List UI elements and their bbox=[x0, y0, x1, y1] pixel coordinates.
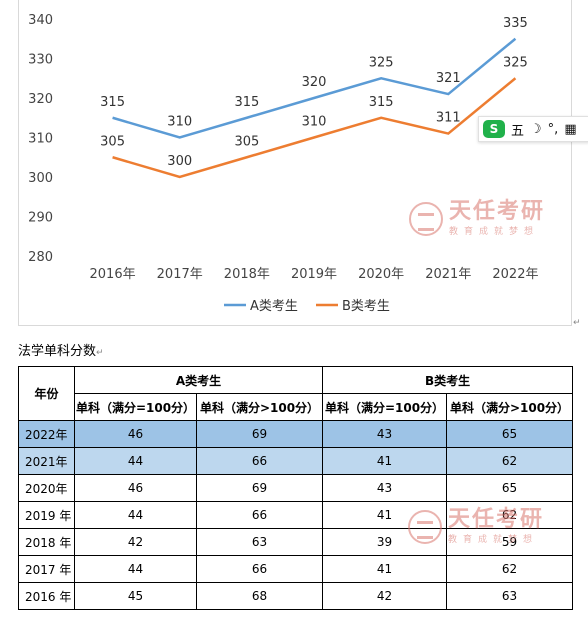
data-label: 311 bbox=[436, 111, 461, 126]
x-tick-label: 2019年 bbox=[291, 267, 337, 282]
watermark-logo: 天任考研 教育成就梦想 bbox=[408, 508, 544, 545]
y-tick-label: 280 bbox=[28, 250, 53, 265]
score-cell: 62 bbox=[446, 447, 574, 475]
score-cell: 66 bbox=[195, 555, 324, 583]
year-cell: 2019 年 bbox=[18, 501, 75, 529]
data-label: 315 bbox=[234, 95, 259, 110]
data-label: 305 bbox=[100, 134, 125, 149]
legend-label: A类考生 bbox=[250, 299, 298, 314]
year-cell: 2022年 bbox=[18, 420, 75, 448]
score-cell: 42 bbox=[74, 528, 197, 556]
score-cell: 63 bbox=[195, 528, 324, 556]
y-tick-label: 340 bbox=[28, 13, 53, 28]
b-col2-header: 单科（满分>100分） bbox=[446, 393, 574, 421]
series-line bbox=[112, 37, 517, 139]
data-label: 310 bbox=[167, 115, 192, 130]
table-row: 2016 年 45 68 42 63 bbox=[18, 582, 574, 610]
watermark-title: 天任考研 bbox=[448, 507, 545, 532]
data-label: 315 bbox=[100, 95, 125, 110]
ime-moon-icon[interactable]: ☽ bbox=[530, 121, 542, 137]
score-cell: 46 bbox=[74, 474, 197, 502]
y-tick-label: 300 bbox=[28, 171, 53, 186]
watermark-emblem-icon bbox=[409, 201, 443, 236]
a-col2-header: 单科（满分>100分） bbox=[195, 393, 324, 421]
data-label: 325 bbox=[369, 55, 394, 70]
score-cell: 45 bbox=[74, 582, 197, 610]
x-tick-label: 2021年 bbox=[425, 267, 471, 282]
table-row: 2022年 46 69 43 65 bbox=[18, 420, 574, 448]
score-cell: 63 bbox=[446, 582, 574, 610]
series-line bbox=[112, 77, 517, 179]
watermark-subtitle: 教育成就梦想 bbox=[448, 535, 539, 545]
score-table: 年份 A类考生 B类考生 单科（满分=100分） 单科（满分>100分） 单科（… bbox=[18, 366, 574, 610]
watermark-title: 天任考研 bbox=[449, 199, 546, 224]
y-tick-label: 310 bbox=[28, 132, 53, 147]
score-cell: 42 bbox=[322, 582, 448, 610]
watermark-logo: 天任考研 教育成就梦想 bbox=[409, 200, 545, 237]
chart-canvas: 280 290 300 310 320 330 340 2016年 2017年 2018年 2019… bbox=[28, 13, 538, 314]
score-cell: 43 bbox=[322, 420, 448, 448]
data-label: 321 bbox=[436, 71, 461, 86]
score-cell: 41 bbox=[322, 447, 448, 475]
data-label: 320 bbox=[302, 75, 327, 90]
watermark-subtitle: 教育成就梦想 bbox=[449, 227, 540, 237]
data-label: 335 bbox=[503, 16, 528, 31]
a-col1-header: 单科（满分=100分） bbox=[74, 393, 197, 421]
score-cell: 41 bbox=[322, 555, 448, 583]
score-cell: 66 bbox=[195, 501, 324, 529]
table-row: 2017 年 44 66 41 62 bbox=[18, 555, 574, 583]
score-cell: 69 bbox=[195, 474, 324, 502]
b-col1-header: 单科（满分=100分） bbox=[322, 393, 448, 421]
score-cell: 69 bbox=[195, 420, 324, 448]
watermark-emblem-icon bbox=[408, 509, 442, 544]
sogou-ime-icon[interactable]: S bbox=[483, 120, 505, 138]
y-tick-label: 290 bbox=[28, 211, 53, 226]
year-cell: 2016 年 bbox=[18, 582, 75, 610]
score-cell: 62 bbox=[446, 555, 574, 583]
group-b-header: B类考生 bbox=[322, 366, 574, 394]
x-tick-label: 2018年 bbox=[224, 267, 270, 282]
x-tick-label: 2017年 bbox=[157, 267, 203, 282]
x-tick-label: 2016年 bbox=[90, 267, 136, 282]
x-tick-label: 2020年 bbox=[358, 267, 404, 282]
year-header: 年份 bbox=[18, 366, 75, 421]
y-tick-label: 330 bbox=[28, 53, 53, 68]
data-label: 310 bbox=[302, 115, 327, 130]
year-cell: 2020年 bbox=[18, 474, 75, 502]
paragraph-mark-icon: ↵ bbox=[96, 348, 104, 358]
x-tick-label: 2022年 bbox=[492, 267, 538, 282]
data-label: 305 bbox=[234, 134, 259, 149]
line-chart: 280 290 300 310 320 330 340 2016年 2017年 2018年 2019… bbox=[18, 0, 572, 326]
score-cell: 66 bbox=[195, 447, 324, 475]
ime-keyboard-icon[interactable]: ▦ bbox=[564, 121, 577, 137]
data-label: 325 bbox=[503, 55, 528, 70]
score-cell: 65 bbox=[446, 420, 574, 448]
year-cell: 2018 年 bbox=[18, 528, 75, 556]
year-cell: 2021年 bbox=[18, 447, 75, 475]
score-cell: 43 bbox=[322, 474, 448, 502]
legend-label: B类考生 bbox=[342, 299, 390, 314]
data-label: 300 bbox=[167, 154, 192, 169]
ime-mode-label[interactable]: 五 bbox=[511, 123, 525, 139]
paragraph-mark-icon: ↵ bbox=[573, 318, 581, 328]
score-cell: 44 bbox=[74, 555, 197, 583]
score-cell: 44 bbox=[74, 447, 197, 475]
ime-toolbar[interactable]: S 五 ☽ °, ▦ bbox=[478, 116, 588, 142]
table-row: 2021年 44 66 41 62 bbox=[18, 447, 574, 475]
group-a-header: A类考生 bbox=[73, 366, 324, 394]
score-cell: 46 bbox=[74, 420, 197, 448]
score-cell: 65 bbox=[446, 474, 574, 502]
section-title: 法学单科分数↵ bbox=[18, 344, 104, 359]
score-cell: 59 bbox=[446, 528, 574, 556]
score-cell: 44 bbox=[74, 501, 197, 529]
year-cell: 2017 年 bbox=[18, 555, 75, 583]
ime-punct-icon[interactable]: °, bbox=[547, 121, 559, 137]
data-label: 315 bbox=[369, 95, 394, 110]
y-tick-label: 320 bbox=[28, 92, 53, 107]
table-row: 2020年 46 69 43 65 bbox=[18, 474, 574, 502]
score-cell: 68 bbox=[195, 582, 324, 610]
